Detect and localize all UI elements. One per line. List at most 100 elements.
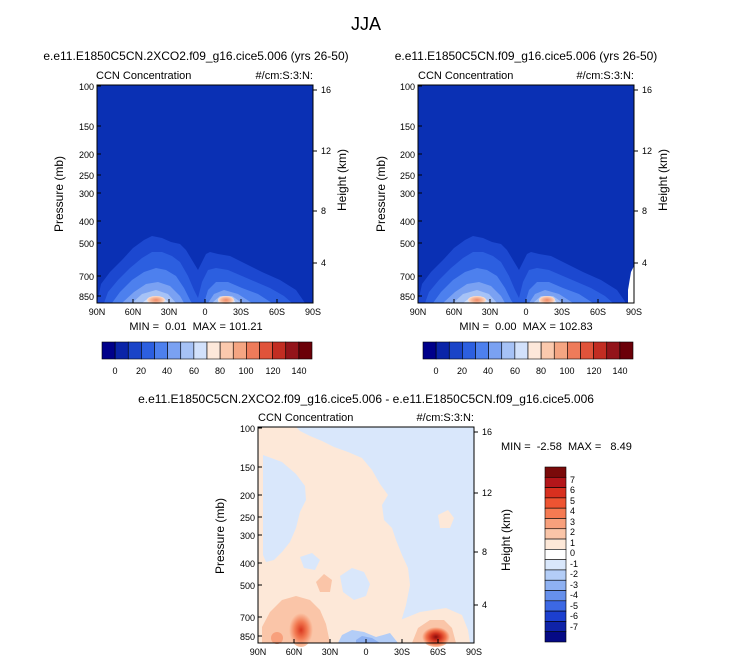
negative-dip (338, 630, 398, 643)
ytick-label: 500 (79, 239, 94, 249)
ytick-label: 850 (79, 292, 94, 302)
ytick-label: 150 (240, 463, 255, 473)
colorbar-tick-label: -6 (570, 611, 578, 621)
x-axis: 90N 60N 30N 0 30S 60S 90S (89, 299, 321, 317)
ytick-right-label: 12 (642, 146, 652, 156)
colorbar-swatch (544, 579, 567, 591)
ytick-label: 250 (79, 171, 94, 181)
ytick-label: 500 (400, 239, 415, 249)
colorbar-swatch (580, 341, 594, 360)
ytick-label: 300 (79, 189, 94, 199)
colorbar-tick-label: 0 (570, 548, 575, 558)
ytick-right-label: 16 (482, 427, 492, 437)
panel-control: e.e11.E1850C5CN.f09_g16.cice5.006 (yrs 2… (374, 49, 670, 376)
colorbar-swatch (101, 341, 116, 360)
colorbar-swatch (514, 341, 529, 360)
panel-right-label: #/cm:S:3:N: (256, 70, 313, 82)
colorbar-swatch (114, 341, 129, 360)
colorbar (422, 341, 634, 360)
colorbar-swatch (232, 341, 247, 360)
min-max-stats: MIN = -2.58 MAX = 8.49 (501, 441, 632, 453)
colorbar-tick-label: 0 (433, 366, 438, 376)
y-axis-right-title: Height (km) (656, 149, 670, 211)
ytick-label: 700 (79, 272, 94, 282)
colorbar-swatch (544, 507, 567, 519)
colorbar-tick-label: 100 (238, 366, 253, 376)
y-axis-right-title: Height (km) (335, 149, 349, 211)
ytick-label: 150 (79, 122, 94, 132)
xtick-label: 90N (410, 307, 427, 317)
colorbar-tick-label: 120 (265, 366, 280, 376)
colorbar-swatch (462, 341, 476, 360)
panel-right-label: #/cm:S:3:N: (577, 70, 634, 82)
xtick-label: 60S (430, 647, 446, 657)
colorbar-swatch (544, 610, 567, 622)
figure-title: JJA (351, 14, 381, 34)
colorbar-swatch (259, 341, 273, 360)
ytick-label: 200 (240, 491, 255, 501)
negative-dip (356, 636, 380, 643)
plot-area (96, 84, 314, 304)
contour-peak (468, 296, 486, 304)
ytick-label: 400 (240, 559, 255, 569)
colorbar-swatch (544, 538, 567, 550)
missing-data-region (628, 266, 634, 303)
ytick-right-label: 8 (321, 206, 326, 216)
panel-title: e.e11.E1850C5CN.f09_g16.cice5.006 (yrs 2… (395, 49, 658, 63)
x-axis: 90N 60N 30N 0 30S 60S 90S (410, 299, 642, 317)
colorbar-tick-label: 5 (570, 496, 575, 506)
colorbar-tick-labels: 7 6 5 4 3 2 1 0 -1 -2 -3 -4 -5 -6 -7 (570, 475, 578, 632)
colorbar-swatch (544, 621, 567, 633)
colorbar-tick-label: 6 (570, 485, 575, 495)
colorbar-swatch (141, 341, 155, 360)
positive-region (438, 510, 454, 528)
ytick-right-label: 12 (482, 488, 492, 498)
colorbar-swatch (544, 590, 567, 602)
xtick-label: 90S (626, 307, 642, 317)
y-axis-right: 16 12 8 4 Height (km) (313, 85, 349, 268)
ytick-right-label: 4 (321, 258, 326, 268)
colorbar-swatch (544, 487, 567, 499)
colorbar-swatch (544, 466, 567, 478)
colorbar-swatch (298, 341, 313, 360)
ytick-label: 100 (79, 82, 94, 92)
colorbar-tick-label: -2 (570, 569, 578, 579)
xtick-label: 0 (363, 647, 368, 657)
ytick-label: 850 (240, 632, 255, 642)
x-axis: 90N 60N 30N 0 30S 60S 90S (250, 639, 482, 657)
colorbar-swatch (593, 341, 608, 360)
colorbar-tick-label: 60 (510, 366, 520, 376)
colorbar-swatch (544, 549, 567, 560)
ytick-right-label: 8 (642, 206, 647, 216)
ytick-label: 300 (400, 189, 415, 199)
contour-band-6 (463, 297, 557, 303)
y-axis-left: 100 150 200 250 300 400 500 700 850 Pres… (374, 82, 422, 302)
y-axis-title: Pressure (mb) (213, 498, 227, 574)
colorbar-swatch (246, 341, 260, 360)
negative-region (300, 553, 320, 570)
ytick-right-label: 12 (321, 146, 331, 156)
colorbar-tick-label: 40 (483, 366, 493, 376)
negative-region (296, 427, 474, 643)
y-axis-right: 16 12 8 4 Height (km) (634, 85, 670, 268)
colorbar-swatch (193, 341, 208, 360)
panel-left-label: CCN Concentration (418, 70, 513, 82)
colorbar-tick-label: 80 (536, 366, 546, 376)
panel-control-2xco2: e.e11.E1850C5CN.2XCO2.f09_g16.cice5.006 … (43, 49, 349, 376)
ytick-label: 300 (240, 531, 255, 541)
ytick-label: 100 (240, 424, 255, 434)
y-axis-left: 100 150 200 250 300 400 500 700 850 Pres… (52, 82, 101, 302)
colorbar-tick-label: 4 (570, 506, 575, 516)
xtick-label: 30N (482, 307, 499, 317)
ytick-label: 150 (400, 122, 415, 132)
colorbar-swatch (544, 528, 567, 540)
colorbar-tick-label: -7 (570, 622, 578, 632)
ytick-label: 400 (79, 217, 94, 227)
xtick-label: 0 (202, 307, 207, 317)
panel-left-label: CCN Concentration (258, 412, 353, 424)
ytick-right-label: 8 (482, 547, 487, 557)
colorbar-swatch (285, 341, 300, 360)
plot-area (417, 84, 635, 304)
xtick-label: 30N (322, 647, 339, 657)
colorbar-swatch (544, 569, 567, 581)
